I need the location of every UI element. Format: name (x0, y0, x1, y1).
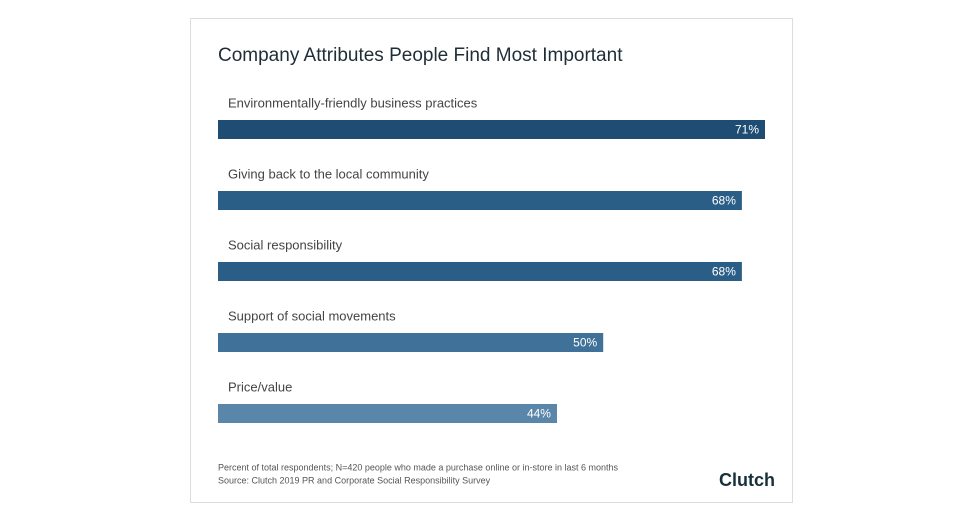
value-label: 44% (527, 407, 551, 421)
bar (218, 262, 742, 281)
card (190, 18, 793, 503)
value-label: 68% (712, 265, 736, 279)
chart-title: Company Attributes People Find Most Impo… (218, 45, 623, 66)
brand-logo: Clutch (719, 470, 775, 490)
value-label: 68% (712, 194, 736, 208)
category-label: Environmentally-friendly business practi… (228, 95, 478, 110)
bar (218, 120, 765, 139)
category-label: Giving back to the local community (228, 166, 429, 181)
value-label: 71% (735, 123, 759, 137)
bar (218, 333, 604, 352)
bar (218, 404, 557, 423)
bar (218, 191, 742, 210)
category-label: Support of social movements (228, 308, 396, 323)
category-label: Social responsibility (228, 237, 343, 252)
category-label: Price/value (228, 379, 292, 394)
footnote: Percent of total respondents; N=420 peop… (218, 462, 618, 472)
source-note: Source: Clutch 2019 PR and Corporate Soc… (218, 475, 491, 485)
value-label: 50% (573, 336, 597, 350)
